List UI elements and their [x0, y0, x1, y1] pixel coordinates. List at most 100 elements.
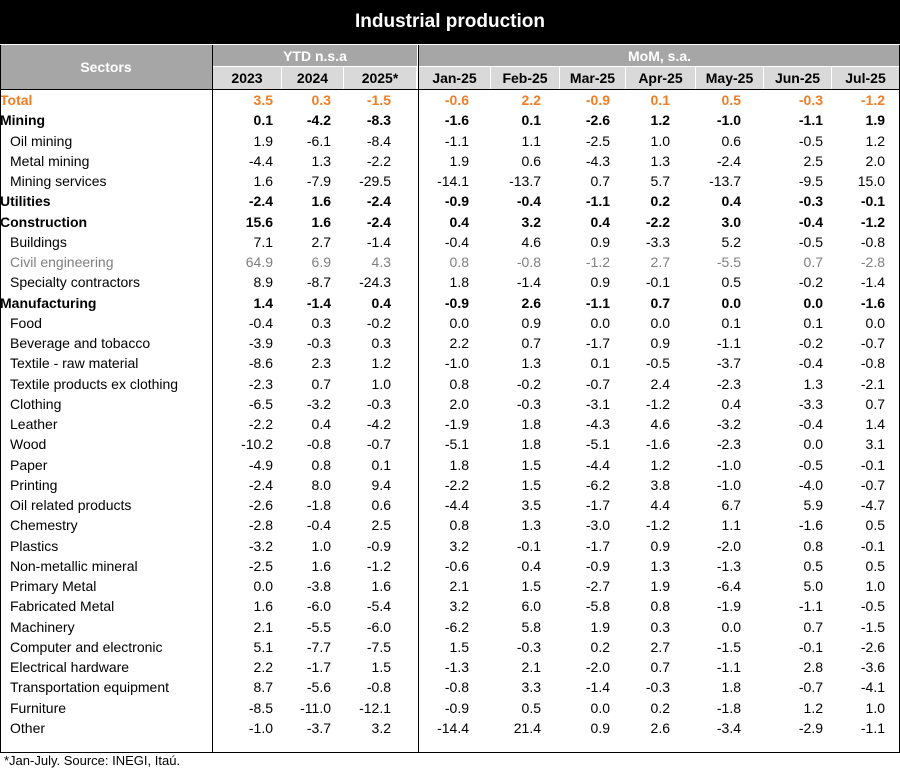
- mom-value-cell: 5.0: [803, 578, 823, 595]
- ytd-value-cell: -3.9: [248, 335, 273, 352]
- ytd-value-cell: 0.0: [253, 578, 273, 595]
- mom-value-cell: 1.3: [650, 152, 670, 169]
- mom-value-cell: 1.8: [721, 679, 741, 696]
- mom-value-cell: -0.5: [798, 233, 823, 250]
- ytd-value-cell: -2.5: [248, 557, 273, 574]
- mom-value-cell: -0.8: [860, 233, 885, 250]
- mom-value-cell: -1.2: [585, 254, 610, 271]
- table-row: Mining 0.1 -4.2 -8.3 -1.6 0.1 -2.6 1.2 -1.0 -1.1 1…: [0, 110, 885, 130]
- spacer-cell: [391, 171, 427, 191]
- table-row: Computer and electronic 5.1 -7.7 -7.5 1.5 -0.…: [0, 637, 885, 657]
- ytd-value-cell: 0.1: [253, 112, 273, 129]
- table-row: Machinery 2.1 -5.5 -6.0 -6.2 5.8 1.9 0.3 0.0 0.7 -…: [0, 617, 885, 637]
- sector-label: Printing: [10, 476, 58, 493]
- mom-value-cell: 0.4: [721, 395, 741, 412]
- ytd-value-cell: -11.0: [300, 699, 331, 716]
- sector-label: Chemestry: [10, 517, 78, 534]
- mom-value-cell: 2.2: [521, 92, 541, 109]
- mom-value-cell: -2.0: [585, 659, 610, 676]
- table-row: Textile products ex clothing -2.3 0.7 1.0 0.…: [0, 374, 885, 394]
- mom-value-cell: 0.8: [449, 517, 469, 534]
- mom-value-cell: -1.7: [585, 497, 610, 514]
- ytd-value-cell: -3.7: [306, 719, 331, 736]
- mom-value-cell: -0.7: [860, 476, 885, 493]
- mom-value-cell: -1.9: [444, 416, 469, 433]
- mom-value-cell: 0.2: [590, 638, 610, 655]
- mom-value-cell: -1.2: [645, 395, 670, 412]
- mom-value-cell: 1.8: [521, 436, 541, 453]
- ytd-value-cell: 0.4: [371, 294, 391, 311]
- ytd-value-cell: 0.7: [311, 375, 331, 392]
- mom-value-cell: 3.2: [449, 537, 469, 554]
- table-row: Construction 15.6 1.6 -2.4 0.4 3.2 0.4 -2.2 3.0 -…: [0, 212, 885, 232]
- mom-value-cell: 1.2: [803, 699, 823, 716]
- ytd-year-header: 2024: [282, 67, 344, 89]
- spacer-cell: [391, 657, 427, 677]
- mom-value-cell: 1.8: [449, 456, 469, 473]
- spacer-cell: [391, 293, 427, 313]
- table-row: Chemestry -2.8 -0.4 2.5 0.8 1.3 -3.0 -1.2 1.1 -1.…: [0, 515, 885, 535]
- sector-label: Leather: [10, 416, 58, 433]
- spacer-cell: [391, 151, 427, 171]
- mom-value-cell: -0.4: [798, 355, 823, 372]
- ytd-value-cell: 2.7: [311, 233, 331, 250]
- spacer-cell: [391, 475, 427, 495]
- mom-value-cell: 0.0: [650, 314, 670, 331]
- data-table: Total 3.5 0.3 -1.5 -0.6 2.2 -0.9 0.1 0.5 -0.3 -1.2…: [0, 90, 885, 738]
- mom-value-cell: -1.0: [444, 355, 469, 372]
- ytd-value-cell: 1.6: [311, 193, 331, 210]
- mom-value-cell: -6.2: [444, 618, 469, 635]
- mom-value-cell: -0.1: [798, 638, 823, 655]
- mom-value-cell: 3.1: [865, 436, 885, 453]
- mom-value-cell: 1.2: [865, 132, 885, 149]
- mom-month-header: Jul-25: [832, 67, 900, 89]
- sector-label: Civil engineering: [10, 254, 114, 271]
- mom-value-cell: 0.0: [590, 699, 610, 716]
- spacer-cell: [391, 536, 427, 556]
- ytd-value-cell: -6.0: [306, 598, 331, 615]
- mom-value-cell: -1.6: [798, 517, 823, 534]
- mom-value-cell: -0.4: [444, 233, 469, 250]
- mom-value-cell: 0.5: [721, 274, 741, 291]
- mom-value-cell: 2.4: [650, 375, 670, 392]
- mom-value-cell: -1.6: [444, 112, 469, 129]
- mom-value-cell: 2.5: [803, 152, 823, 169]
- ytd-value-cell: -6.5: [248, 395, 273, 412]
- mom-value-cell: -4.4: [444, 497, 469, 514]
- table-row: Mining services 1.6 -7.9 -29.5 -14.1 -13.7 0.7…: [0, 171, 885, 191]
- sector-label: Oil related products: [10, 497, 132, 514]
- mom-value-cell: -3.7: [716, 355, 741, 372]
- mom-value-cell: -0.2: [516, 375, 541, 392]
- mom-value-cell: 21.4: [513, 719, 541, 736]
- ytd-value-cell: 3.5: [253, 92, 273, 109]
- table-row: Total 3.5 0.3 -1.5 -0.6 2.2 -0.9 0.1 0.5 -0.3 -1.2: [0, 90, 885, 110]
- mom-value-cell: 0.0: [449, 314, 469, 331]
- spacer-cell: [391, 394, 427, 414]
- sector-label: Specialty contractors: [10, 274, 140, 291]
- ytd-value-cell: -2.8: [248, 517, 273, 534]
- mom-value-cell: 0.2: [650, 699, 670, 716]
- footnote: *Jan-July. Source: INEGI, Itaú.: [4, 753, 181, 768]
- spacer-cell: [391, 596, 427, 616]
- mom-value-cell: -1.5: [860, 618, 885, 635]
- ytd-value-cell: -4.2: [306, 112, 331, 129]
- mom-value-cell: 0.7: [590, 173, 610, 190]
- table-row: Transportation equipment 8.7 -5.6 -0.8 -0.8 3…: [0, 677, 885, 697]
- mom-value-cell: -0.9: [444, 294, 469, 311]
- ytd-value-cell: 1.6: [253, 173, 273, 190]
- ytd-value-cell: 8.7: [253, 679, 273, 696]
- ytd-value-cell: 0.1: [371, 456, 391, 473]
- mom-value-cell: -1.7: [585, 537, 610, 554]
- ytd-value-cell: 0.3: [311, 92, 331, 109]
- mom-value-cell: 0.9: [590, 274, 610, 291]
- table-row: Plastics -3.2 1.0 -0.9 3.2 -0.1 -1.7 0.9 -2.0 0.8…: [0, 536, 885, 556]
- ytd-value-cell: -1.7: [306, 659, 331, 676]
- mom-value-cell: -2.1: [860, 375, 885, 392]
- mom-value-cell: 0.1: [721, 314, 741, 331]
- ytd-value-cell: -2.6: [248, 497, 273, 514]
- ytd-value-cell: 1.5: [371, 659, 391, 676]
- sector-label: Plastics: [10, 537, 59, 554]
- mom-value-cell: 0.7: [650, 294, 670, 311]
- ytd-value-cell: -12.1: [359, 699, 391, 716]
- mom-value-cell: 1.1: [521, 132, 541, 149]
